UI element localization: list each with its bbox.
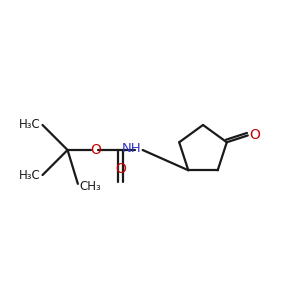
Text: NH: NH [122,142,141,155]
Text: H₃C: H₃C [19,118,41,131]
Text: CH₃: CH₃ [79,180,101,193]
Text: O: O [90,143,101,157]
Text: O: O [115,163,126,176]
Text: H₃C: H₃C [19,169,41,182]
Text: O: O [249,128,260,142]
